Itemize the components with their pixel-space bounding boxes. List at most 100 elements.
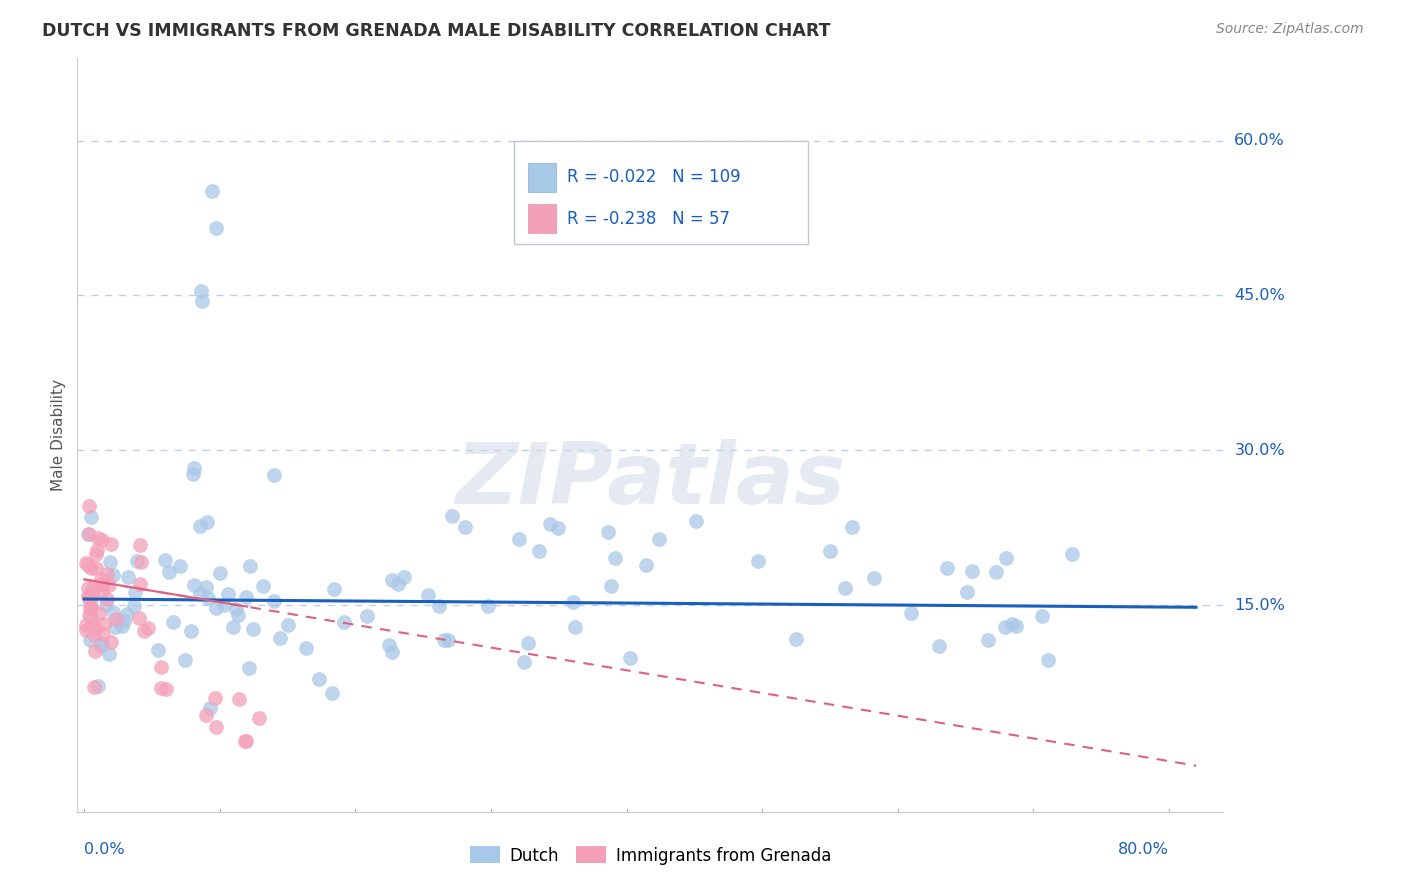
Point	[477, 599, 499, 613]
Point	[128, 610, 150, 624]
Point	[197, 591, 219, 606]
Point	[79, 601, 101, 615]
Point	[80, 610, 103, 624]
Point	[619, 650, 641, 665]
Point	[233, 734, 256, 748]
Point	[928, 639, 950, 653]
Point	[80, 585, 103, 599]
Point	[87, 607, 110, 621]
Point	[76, 590, 98, 604]
Point	[77, 590, 100, 604]
Point	[228, 692, 250, 706]
Point	[174, 653, 197, 667]
Point	[200, 184, 222, 198]
Point	[181, 467, 204, 482]
Point	[90, 583, 112, 598]
Text: R = -0.022   N = 109: R = -0.022 N = 109	[567, 169, 741, 186]
Point	[79, 509, 101, 524]
Point	[1005, 619, 1028, 633]
Point	[995, 551, 1018, 566]
Text: DUTCH VS IMMIGRANTS FROM GRENADA MALE DISABILITY CORRELATION CHART: DUTCH VS IMMIGRANTS FROM GRENADA MALE DI…	[42, 22, 831, 40]
Legend: Dutch, Immigrants from Grenada: Dutch, Immigrants from Grenada	[463, 839, 838, 871]
Point	[75, 623, 97, 637]
Point	[600, 579, 623, 593]
Point	[83, 628, 105, 642]
Point	[1001, 617, 1024, 632]
Text: 45.0%: 45.0%	[1234, 288, 1285, 303]
Point	[79, 595, 101, 609]
Point	[900, 607, 922, 621]
Point	[96, 591, 118, 606]
Point	[538, 517, 561, 532]
Point	[127, 554, 149, 568]
Point	[122, 599, 145, 613]
Point	[1036, 653, 1059, 667]
Point	[205, 221, 228, 235]
Point	[98, 578, 121, 592]
Point	[247, 711, 270, 725]
Point	[984, 565, 1007, 579]
Point	[86, 543, 108, 558]
Point	[157, 566, 180, 580]
Point	[454, 520, 477, 534]
Point	[863, 571, 886, 585]
Point	[547, 521, 569, 535]
Point	[194, 708, 217, 723]
Point	[378, 638, 401, 652]
Point	[308, 673, 330, 687]
Point	[194, 580, 217, 594]
Point	[76, 558, 98, 572]
Point	[235, 590, 257, 604]
Point	[148, 642, 170, 657]
Point	[131, 555, 153, 569]
Point	[685, 514, 707, 528]
Text: 15.0%: 15.0%	[1234, 598, 1285, 613]
Point	[263, 594, 285, 608]
Point	[183, 577, 205, 591]
Point	[82, 582, 104, 596]
Point	[129, 576, 152, 591]
Point	[76, 618, 98, 632]
Point	[252, 579, 274, 593]
Point	[77, 527, 100, 541]
Point	[190, 284, 212, 298]
Y-axis label: Male Disability: Male Disability	[51, 379, 66, 491]
Point	[111, 618, 134, 632]
Point	[841, 520, 863, 534]
Point	[155, 682, 177, 697]
Text: 60.0%: 60.0%	[1234, 133, 1285, 148]
Point	[222, 620, 245, 634]
Point	[834, 581, 856, 595]
Point	[381, 645, 404, 659]
Point	[204, 691, 226, 706]
Point	[98, 555, 121, 569]
Point	[83, 680, 105, 694]
Point	[79, 527, 101, 541]
Point	[976, 633, 998, 648]
Point	[103, 620, 125, 634]
Point	[149, 660, 172, 674]
Point	[77, 499, 100, 513]
Point	[96, 566, 118, 581]
Point	[217, 587, 239, 601]
Point	[564, 619, 586, 633]
Point	[263, 467, 285, 482]
Point	[98, 647, 121, 661]
Point	[561, 595, 583, 609]
Point	[91, 627, 114, 641]
Text: ZIPatlas: ZIPatlas	[456, 439, 845, 522]
Point	[785, 632, 807, 646]
Point	[935, 561, 957, 575]
Point	[183, 461, 205, 475]
Text: 30.0%: 30.0%	[1234, 442, 1285, 458]
Point	[648, 532, 671, 546]
Point	[429, 599, 451, 613]
Point	[269, 632, 291, 646]
Point	[188, 519, 211, 533]
Point	[100, 635, 122, 649]
Point	[79, 632, 101, 647]
Point	[117, 570, 139, 584]
Point	[93, 578, 115, 592]
Point	[90, 533, 112, 547]
Point	[527, 544, 550, 558]
